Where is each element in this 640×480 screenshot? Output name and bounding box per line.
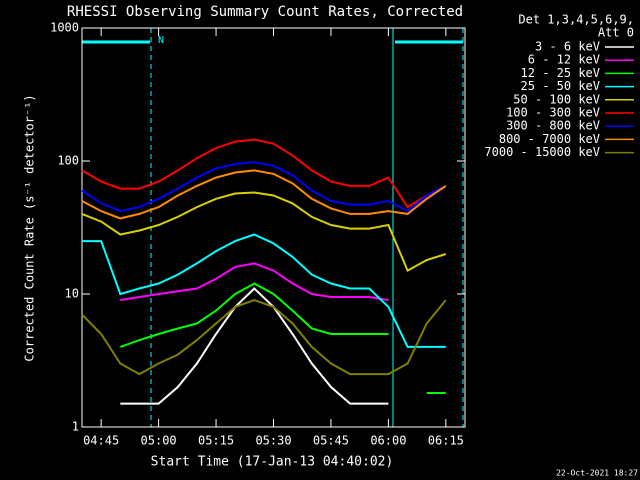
footer: 22-Oct-2021 18:27 [556, 469, 638, 478]
legend-label: 25 - 50 keV [521, 79, 600, 93]
x-tick-label: 05:30 [255, 434, 291, 448]
y-tick-label: 1000 [50, 21, 79, 35]
x-tick-label: 05:00 [141, 434, 177, 448]
y-tick-label: 1 [72, 420, 79, 434]
x-tick-label: 04:45 [83, 434, 119, 448]
plot-frame [81, 27, 466, 428]
series-line [81, 138, 447, 209]
legend-label: 7000 - 15000 keV [484, 145, 600, 159]
legend-title: Det 1,3,4,5,6,9, [518, 13, 634, 27]
chart-title: RHESSI Observing Summary Count Rates, Co… [67, 4, 463, 20]
series-line [81, 299, 447, 376]
y-axis-label: Corrected Count Rate (s⁻¹ detector⁻¹) [23, 94, 37, 361]
legend-label: 3 - 6 keV [535, 40, 600, 54]
attenuator-marks [82, 28, 464, 427]
x-tick-label: 06:00 [370, 434, 406, 448]
series-line [81, 161, 447, 213]
y-tick-label: 10 [65, 287, 79, 301]
y-tick-label: 100 [57, 154, 79, 168]
x-tick-label: 05:15 [198, 434, 234, 448]
x-axis-label: Start Time (17-Jan-13 04:40:02) [151, 455, 394, 470]
legend-label: 300 - 800 keV [506, 119, 600, 133]
series-line [120, 262, 389, 302]
series-line [120, 287, 389, 405]
series-line [81, 169, 447, 220]
series-line [82, 233, 446, 348]
series-line [81, 191, 447, 273]
legend-title: Att 0 [598, 26, 634, 40]
x-tick-label: 05:45 [313, 434, 349, 448]
series-line [119, 282, 446, 394]
legend-label: 800 - 7000 keV [499, 132, 600, 146]
annotation: N [158, 35, 164, 46]
legend-label: 12 - 25 keV [521, 66, 600, 80]
legend-label: 100 - 300 keV [506, 106, 600, 120]
x-tick-label: 06:15 [428, 434, 464, 448]
legend-label: 50 - 100 keV [513, 92, 600, 106]
legend-label: 6 - 12 keV [528, 53, 600, 67]
